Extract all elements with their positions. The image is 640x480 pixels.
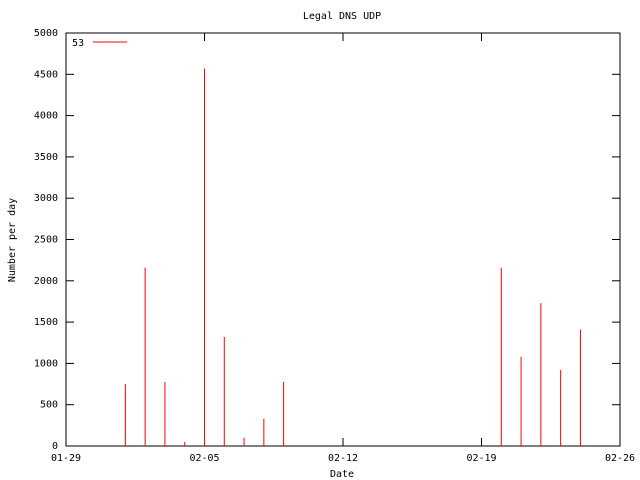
x-tick-label: 02-26: [605, 453, 635, 464]
y-tick-label: 1000: [34, 358, 58, 369]
y-tick-label: 2500: [34, 235, 58, 246]
y-tick-label: 0: [52, 441, 58, 452]
x-tick-label: 02-12: [328, 453, 358, 464]
y-tick-label: 4000: [34, 111, 58, 122]
legend-label: 53: [72, 38, 84, 49]
y-axis-label: Number per day: [7, 198, 18, 282]
y-tick-label: 5000: [34, 28, 58, 39]
y-tick-label: 500: [40, 400, 58, 411]
x-tick-label: 02-05: [189, 453, 219, 464]
y-tick-label: 3500: [34, 152, 58, 163]
x-axis-label: Date: [330, 469, 354, 480]
x-tick-label: 01-29: [51, 453, 81, 464]
y-tick-label: 1500: [34, 317, 58, 328]
x-tick-label: 02-19: [466, 453, 496, 464]
y-tick-label: 2000: [34, 276, 58, 287]
y-tick-label: 4500: [34, 69, 58, 80]
chart-title: Legal DNS UDP: [303, 11, 381, 22]
y-tick-label: 3000: [34, 193, 58, 204]
